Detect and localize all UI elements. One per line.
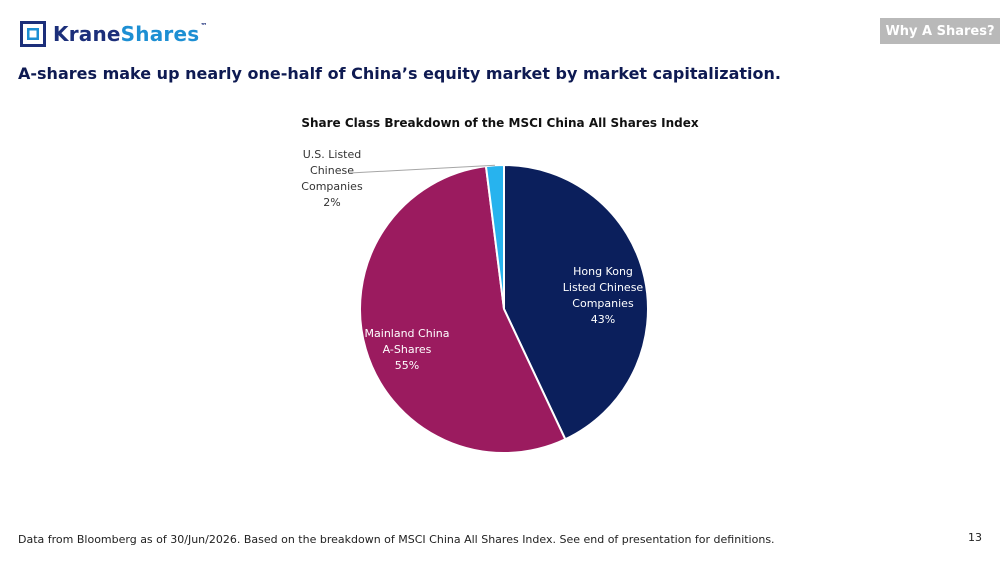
leader-line: [349, 164, 495, 174]
section-tag: Why A Shares?: [880, 18, 1000, 44]
chart-title: Share Class Breakdown of the MSCI China …: [301, 116, 699, 130]
pie-slice: [503, 163, 649, 441]
pie-slice: [359, 165, 567, 454]
page-number: 13: [968, 531, 982, 544]
logo-wordmark: KraneShares™: [53, 22, 208, 46]
slice-label: Hong Kong Listed Chinese Companies 43%: [563, 265, 644, 326]
slice-label: U.S. Listed Chinese Companies 2%: [301, 148, 363, 209]
page-headline: A-shares make up nearly one-half of Chin…: [18, 64, 781, 83]
slice-label: Mainland China A-Shares 55%: [365, 327, 450, 372]
footnote: Data from Bloomberg as of 30/Jun/2026. B…: [18, 533, 775, 546]
krane-shares-logo: KraneShares™: [20, 18, 208, 50]
logo-mark-icon: [20, 21, 46, 47]
